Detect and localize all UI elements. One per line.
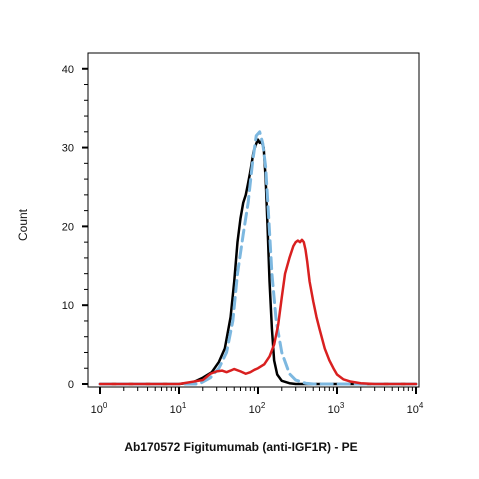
x-tick-label: 102 — [249, 401, 266, 416]
y-tick-label: 30 — [62, 143, 74, 155]
plot-frame — [87, 52, 420, 388]
series-line-2 — [98, 238, 418, 386]
y-tick-label: 20 — [62, 221, 74, 233]
y-tick-label: 40 — [62, 64, 74, 76]
x-tick-label: 103 — [328, 401, 345, 416]
x-axis-title: Ab170572 Figitumumab (anti-IGF1R) - PE — [124, 440, 357, 454]
y-axis: 0 10 20 30 40 — [62, 53, 89, 391]
series-line-1 — [98, 130, 418, 386]
y-axis-title: Count — [16, 208, 30, 241]
x-tick-label: 101 — [170, 401, 187, 416]
y-tick-label: 10 — [62, 300, 74, 312]
x-axis: 100 101 102 103 104 — [88, 386, 424, 416]
series-line-0 — [98, 138, 418, 386]
series-layer — [98, 130, 418, 386]
y-tick-label: 0 — [68, 379, 74, 391]
x-tick-label: 104 — [407, 401, 424, 416]
x-tick-label: 100 — [91, 401, 108, 416]
